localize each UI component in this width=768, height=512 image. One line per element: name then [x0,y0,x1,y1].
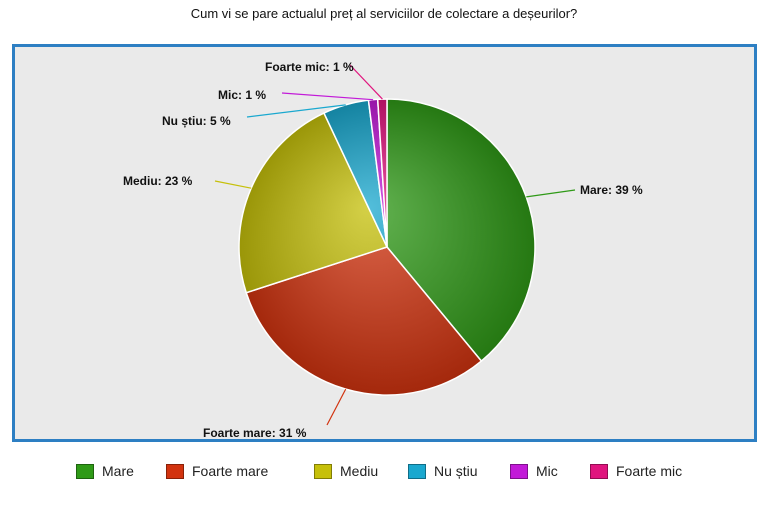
pie-slice-1 [245,246,483,396]
legend-label-3: Nu știu [434,463,478,479]
legend-swatch-4 [510,463,528,479]
legend-item-1[interactable]: Foarte mare [166,460,268,482]
slice-label-1: Foarte mare: 31 % [203,426,307,439]
leader-line-3 [246,104,346,118]
legend-item-4[interactable]: Mic [510,460,558,482]
plot-area: Mare: 39 % Foarte mare: 31 % Mediu: 23 % Nu… [12,44,757,442]
legend-swatch-2 [314,463,332,479]
legend-swatch-0 [76,463,94,479]
legend-label-1: Foarte mare [192,463,269,479]
legend: Mare Foarte mare Mediu Nu știu Mic Foarte mic [0,460,768,484]
slice-label-0: Mare: 39 % [580,183,643,197]
leader-line-5 [349,64,383,100]
legend-label-0: Mare [102,463,134,479]
legend-label-4: Mic [536,463,558,479]
leader-line-2 [214,180,252,189]
legend-swatch-5 [590,463,608,479]
legend-item-5[interactable]: Foarte mic [590,460,682,482]
legend-label-2: Mediu [340,463,379,479]
legend-swatch-3 [408,463,426,479]
leader-line-4 [281,92,374,101]
slice-label-4: Mic: 1 % [218,88,266,102]
slice-label-5: Foarte mic: 1 % [265,60,354,74]
slice-label-3: Nu știu: 5 % [162,114,231,128]
legend-item-2[interactable]: Mediu [314,460,378,482]
legend-label-5: Foarte mic [616,463,683,479]
leader-line-0 [526,189,576,198]
pie-slice-0 [386,98,536,363]
legend-item-0[interactable]: Mare [76,460,134,482]
legend-item-3[interactable]: Nu știu [408,460,478,482]
slice-label-2: Mediu: 23 % [123,174,193,188]
leader-line-1 [326,388,347,426]
chart-title: Cum vi se pare actualul preț al servicii… [190,6,578,21]
pie-chart: Mare: 39 % Foarte mare: 31 % Mediu: 23 % Nu… [123,60,643,439]
legend-swatch-1 [166,463,184,479]
